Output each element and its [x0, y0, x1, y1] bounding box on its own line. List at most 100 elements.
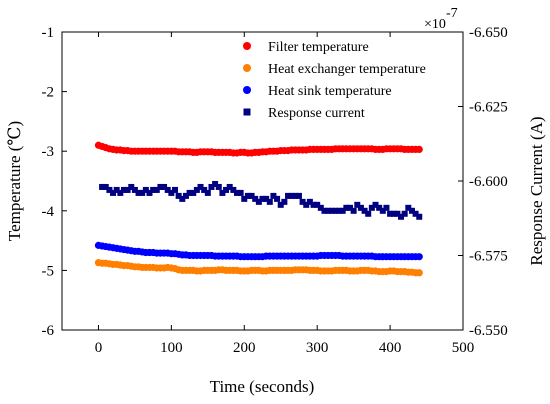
- series-heat-sink-temperature: [94, 241, 423, 261]
- data-point: [182, 192, 189, 199]
- data-point: [266, 198, 273, 205]
- legend-marker: [243, 108, 251, 116]
- right-y-tick-label: -6.650: [469, 25, 508, 41]
- x-tick-label: 100: [160, 340, 183, 356]
- data-point: [281, 198, 288, 205]
- legend-label: Heat exchanger temperature: [268, 62, 426, 77]
- data-point: [354, 201, 361, 208]
- data-point: [215, 183, 222, 190]
- x-axis-title: Time (seconds): [210, 377, 315, 396]
- data-point: [368, 204, 375, 211]
- data-point: [310, 201, 317, 208]
- data-point: [412, 210, 419, 217]
- legend: Filter temperature Heat exchanger tempera…: [243, 40, 426, 121]
- data-point: [248, 192, 255, 199]
- data-point: [142, 186, 149, 193]
- data-point: [394, 210, 401, 217]
- data-point: [120, 186, 127, 193]
- legend-marker: [243, 86, 251, 94]
- data-point: [230, 186, 237, 193]
- series-heat-exchanger-temperature: [94, 259, 423, 277]
- data-point: [255, 198, 262, 205]
- data-point: [106, 186, 113, 193]
- data-point: [244, 192, 251, 199]
- data-point: [263, 195, 270, 202]
- data-point: [124, 186, 131, 193]
- data-point: [197, 183, 204, 190]
- left-y-tick-label: -2: [42, 85, 55, 101]
- data-point: [117, 189, 124, 196]
- legend-label: Heat sink temperature: [268, 84, 392, 99]
- data-point: [153, 186, 160, 193]
- data-point: [233, 189, 240, 196]
- series-filter-temperature: [94, 141, 423, 157]
- data-point: [208, 183, 215, 190]
- data-point: [186, 189, 193, 196]
- data-point: [113, 186, 120, 193]
- data-point: [164, 186, 171, 193]
- data-marks: [94, 141, 423, 277]
- data-point: [157, 183, 164, 190]
- data-point: [285, 192, 292, 199]
- data-point: [179, 195, 186, 202]
- data-point: [150, 186, 157, 193]
- data-point: [383, 204, 390, 211]
- data-point: [110, 189, 117, 196]
- legend-marker: [243, 64, 251, 72]
- data-point: [343, 204, 350, 211]
- data-point: [332, 207, 339, 214]
- data-point: [223, 186, 230, 193]
- data-point: [128, 183, 135, 190]
- legend-label: Response current: [268, 106, 365, 121]
- data-point: [415, 269, 423, 277]
- data-point: [237, 189, 244, 196]
- data-point: [292, 192, 299, 199]
- data-point: [408, 207, 415, 214]
- data-point: [361, 207, 368, 214]
- data-point: [139, 189, 146, 196]
- data-point: [168, 189, 175, 196]
- data-point: [387, 210, 394, 217]
- data-point: [270, 192, 277, 199]
- data-point: [314, 201, 321, 208]
- data-point: [303, 201, 310, 208]
- data-point: [288, 192, 295, 199]
- data-point: [398, 213, 405, 220]
- left-y-tick-label: -1: [42, 25, 55, 41]
- x-tick-label: 500: [452, 340, 475, 356]
- right-y-tick-label: -6.625: [469, 100, 508, 116]
- right-axis-exponent: -7: [446, 6, 458, 21]
- data-point: [325, 207, 332, 214]
- data-point: [415, 145, 423, 154]
- data-point: [175, 192, 182, 199]
- data-point: [135, 189, 142, 196]
- right-y-tick-label: -6.600: [469, 174, 508, 190]
- data-point: [146, 189, 153, 196]
- data-point: [328, 207, 335, 214]
- data-point: [241, 195, 248, 202]
- data-point: [317, 204, 324, 211]
- data-point: [372, 201, 379, 208]
- left-y-tick-label: -6: [42, 323, 55, 339]
- data-point: [212, 180, 219, 187]
- legend-label: Filter temperature: [268, 40, 369, 55]
- x-tick-label: 300: [306, 340, 329, 356]
- legend-marker: [243, 42, 251, 50]
- data-point: [339, 207, 346, 214]
- data-point: [204, 189, 211, 196]
- data-point: [321, 207, 328, 214]
- data-point: [99, 183, 106, 190]
- right-y-tick-label: -6.575: [469, 249, 508, 265]
- data-point: [277, 201, 284, 208]
- data-point: [201, 186, 208, 193]
- data-point: [336, 207, 343, 214]
- data-point: [274, 195, 281, 202]
- data-point: [131, 186, 138, 193]
- data-point: [193, 186, 200, 193]
- data-point: [350, 207, 357, 214]
- x-tick-label: 0: [95, 340, 103, 356]
- data-point: [357, 204, 364, 211]
- data-point: [365, 210, 372, 217]
- data-point: [306, 198, 313, 205]
